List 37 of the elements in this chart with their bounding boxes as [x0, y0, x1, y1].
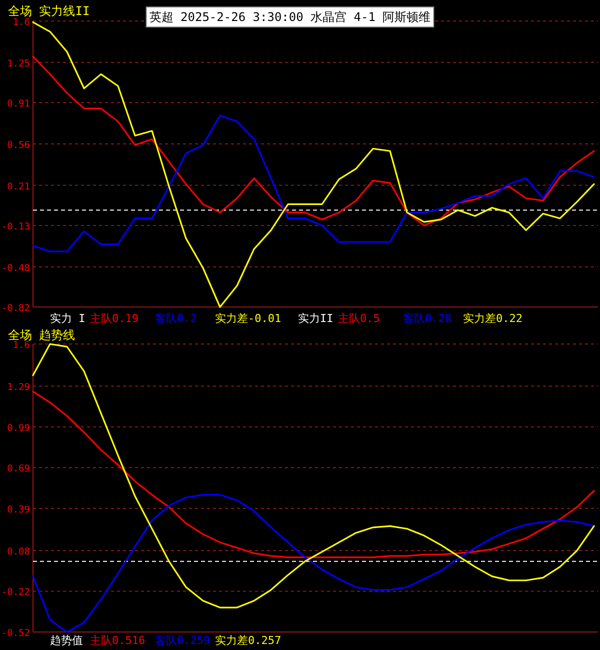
y-tick-label: 1.6	[12, 17, 30, 28]
line-series	[32, 114, 595, 252]
y-tick-label: 0.99	[7, 422, 30, 434]
line-series	[32, 56, 595, 226]
text: 主队0.19	[90, 312, 138, 325]
text: 客队0.2	[155, 312, 197, 325]
y-tick-label: -0.52	[1, 628, 30, 639]
y-tick-label: -0.48	[1, 262, 30, 274]
y-tick-label: 1.6	[12, 340, 30, 351]
text: 客队0.28	[403, 312, 452, 325]
text: 实力差0.257	[215, 634, 282, 647]
text: 主队0.5	[338, 312, 380, 325]
text: 实力II	[298, 312, 334, 325]
y-tick-label: -0.22	[1, 587, 30, 598]
text: 趋势值	[50, 634, 83, 647]
text: 实力差0.22	[463, 312, 522, 325]
line-series	[32, 494, 595, 633]
y-tick-label: 0.69	[7, 464, 30, 475]
text: 实力 I	[50, 312, 86, 325]
line-series	[32, 21, 595, 308]
chart-subtitle: 英超 2025-2-26 3:30:00 水晶宫 4-1 阿斯顿维	[149, 10, 431, 24]
y-tick-label: 0.91	[7, 98, 30, 110]
chart-title: 全场 实力线II	[8, 4, 90, 18]
y-tick-label: -0.82	[1, 303, 30, 314]
y-tick-label: 0.08	[7, 546, 30, 558]
text: 主队0.516	[90, 634, 146, 647]
chart-title: 全场 趋势线	[8, 328, 76, 342]
line-series	[32, 343, 595, 608]
y-tick-label: -0.13	[1, 221, 30, 232]
y-tick-label: 1.25	[7, 58, 30, 70]
y-tick-label: 0.56	[7, 140, 30, 151]
y-tick-label: 0.39	[7, 504, 30, 516]
line-series	[32, 390, 595, 558]
text: 实力差-0.01	[215, 312, 282, 325]
y-tick-label: 1.29	[7, 382, 30, 394]
text: 客队0.259	[155, 634, 210, 647]
y-tick-label: 0.21	[7, 181, 30, 192]
